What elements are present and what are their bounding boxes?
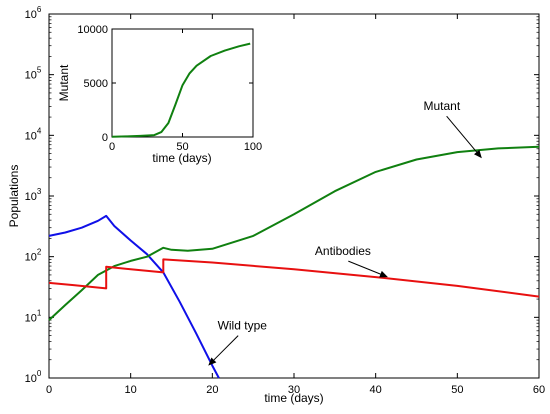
- inset-y-tick-label: 10000: [77, 24, 108, 36]
- annotation-arrow-head: [379, 270, 388, 278]
- main-y-axis-label: Populations: [7, 165, 21, 228]
- main-y-tick-label: 105: [25, 66, 42, 82]
- main-x-tick-label: 40: [370, 384, 382, 396]
- annotation-wild-type: Wild type: [218, 319, 268, 333]
- annotation-arrow-head: [208, 357, 217, 366]
- inset-x-axis-label: time (days): [152, 151, 211, 165]
- main-y-tick-label: 102: [25, 248, 42, 264]
- main-x-tick-label: 0: [46, 384, 52, 396]
- inset-y-axis-label: Mutant: [57, 64, 71, 101]
- annotation-mutant: Mutant: [423, 99, 460, 113]
- annotation-arrow-line: [348, 260, 381, 275]
- inset-x-tick-label: 100: [244, 141, 262, 153]
- main-x-tick-label: 20: [206, 384, 218, 396]
- series-line-mutant: [48, 145, 540, 321]
- main-x-tick-label: 60: [533, 384, 545, 396]
- main-y-tick-label: 103: [25, 187, 42, 203]
- annotation-antibodies: Antibodies: [315, 244, 371, 258]
- main-x-tick-label: 30: [288, 384, 300, 396]
- inset-x-tick-label: 50: [176, 141, 188, 153]
- main-y-tick-label: 101: [25, 308, 42, 324]
- main-x-axis-label: time (days): [264, 391, 323, 405]
- main-x-tick-label: 10: [125, 384, 137, 396]
- annotation-arrow-head: [474, 149, 482, 159]
- inset-plot-frame: [111, 28, 254, 138]
- main-chart: 0 10 20 30 40 50 60 100 101 102 103 104 105 106 time…: [7, 5, 545, 405]
- main-y-tick-label: 104: [25, 126, 42, 142]
- annotation-arrow-line: [446, 115, 478, 153]
- series-line-antibodies: [48, 258, 540, 298]
- inset-y-tick-label: 5000: [84, 78, 108, 90]
- inset-y-tick-label: 0: [102, 132, 108, 144]
- inset-x-tick-label: 0: [109, 141, 115, 153]
- main-y-tick-label: 100: [25, 369, 42, 385]
- inset-chart: 0 50 100 0 5000 10000 time (days) Mutant: [57, 24, 262, 165]
- series-line-wild-type: [48, 214, 220, 379]
- main-x-tick-label: 50: [451, 384, 463, 396]
- inset-series-line-mutant: [111, 42, 251, 138]
- main-y-tick-label: 106: [25, 5, 42, 21]
- annotation-arrow-line: [213, 335, 239, 361]
